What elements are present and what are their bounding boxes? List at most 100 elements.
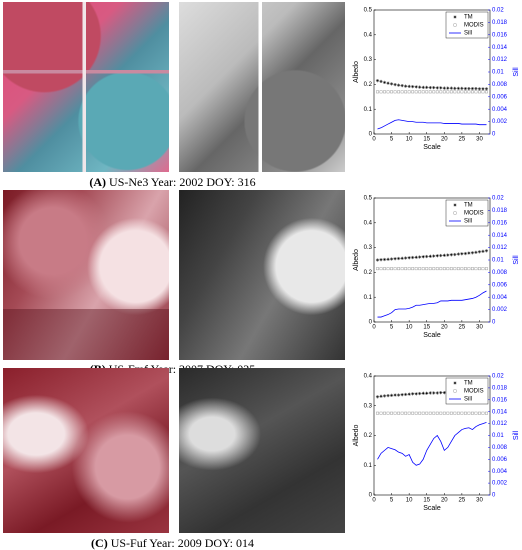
y2-tick-label: 0	[492, 320, 496, 326]
y2-tick-label: 0.002	[492, 119, 508, 125]
y2-tick-label: 0.016	[492, 32, 508, 38]
y-tick-label: 0.1	[364, 295, 373, 301]
y-tick-label: 0.4	[364, 32, 373, 38]
star-marker	[435, 86, 439, 90]
square-marker	[379, 267, 383, 271]
star-marker	[397, 393, 401, 397]
star-marker	[375, 79, 380, 83]
square-marker	[460, 90, 464, 94]
y2-tick-label: 0.012	[492, 245, 508, 251]
y2-tick-label: 0.016	[492, 220, 508, 226]
legend-label: Sill	[464, 219, 472, 225]
x-tick-label: 25	[459, 325, 466, 331]
star-marker	[400, 84, 404, 88]
x-tick-label: 25	[459, 137, 466, 143]
chart: 0 5 10 15 20 25 30 0 0.1 0.2 0.3 0.4 0 0.002 0.004 0.00…	[353, 374, 520, 512]
square-marker	[478, 411, 481, 415]
y2-tick-label: 0.02	[492, 196, 504, 202]
square-marker	[446, 267, 450, 271]
square-marker	[449, 90, 453, 94]
square-marker	[460, 411, 464, 415]
star-marker	[456, 252, 460, 256]
square-marker	[379, 90, 383, 94]
legend-box	[445, 11, 489, 39]
square-marker	[386, 90, 390, 94]
y2-tick-label: 0.02	[492, 8, 504, 14]
y-axis-label: Albedo	[353, 424, 360, 446]
x-tick-label: 20	[441, 137, 448, 143]
x-axis-label: Scale	[423, 144, 441, 151]
square-marker	[456, 267, 460, 271]
star-marker	[382, 257, 387, 262]
star-marker	[435, 254, 439, 258]
star-marker	[477, 87, 482, 91]
y-tick-label: 0	[369, 493, 373, 499]
star-marker	[467, 87, 471, 91]
square-marker	[449, 267, 453, 271]
square-marker	[397, 267, 401, 271]
square-marker	[463, 411, 467, 415]
square-marker	[435, 267, 439, 271]
grayscale-image	[179, 368, 345, 533]
square-marker	[453, 90, 457, 94]
legend-symbol	[453, 389, 457, 393]
y-axis-label: Albedo	[353, 61, 360, 83]
star-marker	[432, 254, 436, 258]
y-tick-label: 0.3	[364, 245, 373, 251]
star-marker	[379, 394, 383, 398]
square-marker	[456, 90, 460, 94]
square-marker	[393, 267, 397, 271]
star-marker	[418, 255, 422, 259]
x-tick-label: 20	[441, 325, 448, 331]
legend-label: MODIS	[464, 23, 484, 29]
star-marker	[421, 85, 425, 89]
x-tick-label: 10	[406, 137, 413, 143]
square-marker	[474, 411, 478, 415]
legend-label: TM	[464, 381, 473, 387]
x-tick-label: 0	[372, 137, 376, 143]
square-marker	[418, 90, 422, 94]
star-marker	[442, 86, 446, 90]
square-marker	[376, 90, 379, 94]
chart: 0 5 10 15 20 25 30 0 0.1 0.2 0.3 0.4 0.5 0 0.002 0.004 0…	[353, 196, 520, 339]
y2-tick-label: 0.01	[492, 70, 504, 76]
square-marker	[474, 267, 478, 271]
square-marker	[414, 267, 418, 271]
x-tick-label: 25	[459, 498, 466, 504]
legend-label: MODIS	[464, 389, 484, 395]
y2-tick-label: 0.008	[492, 82, 508, 88]
star-marker	[460, 86, 464, 90]
square-marker	[407, 90, 411, 94]
star-marker	[446, 86, 450, 90]
star-marker	[428, 391, 432, 395]
star-marker	[418, 391, 422, 396]
y-tick-label: 0.2	[364, 433, 373, 439]
square-marker	[481, 411, 485, 415]
false-color-image	[3, 368, 169, 533]
square-marker	[467, 267, 471, 271]
legend-symbol	[453, 381, 457, 385]
star-marker	[442, 253, 446, 257]
y2-tick-label: 0.014	[492, 409, 508, 415]
false-color-image	[3, 2, 169, 172]
star-marker	[481, 87, 485, 91]
star-marker	[386, 257, 390, 261]
square-marker	[390, 90, 393, 94]
y2-tick-label: 0.012	[492, 57, 508, 63]
star-marker	[407, 84, 411, 88]
square-marker	[418, 267, 422, 271]
star-marker	[411, 392, 415, 396]
star-marker	[375, 258, 380, 262]
square-marker	[414, 90, 418, 94]
y2-tick-label: 0.016	[492, 397, 508, 403]
square-marker	[467, 411, 471, 415]
y2-tick-label: 0	[492, 132, 496, 138]
star-marker	[393, 393, 397, 397]
square-marker	[425, 411, 429, 415]
legend-box	[445, 199, 489, 227]
square-marker	[390, 267, 393, 271]
square-marker	[379, 411, 383, 415]
star-marker	[449, 86, 453, 90]
y-tick-label: 0	[369, 132, 373, 138]
y2-tick-label: 0.01	[492, 433, 504, 439]
